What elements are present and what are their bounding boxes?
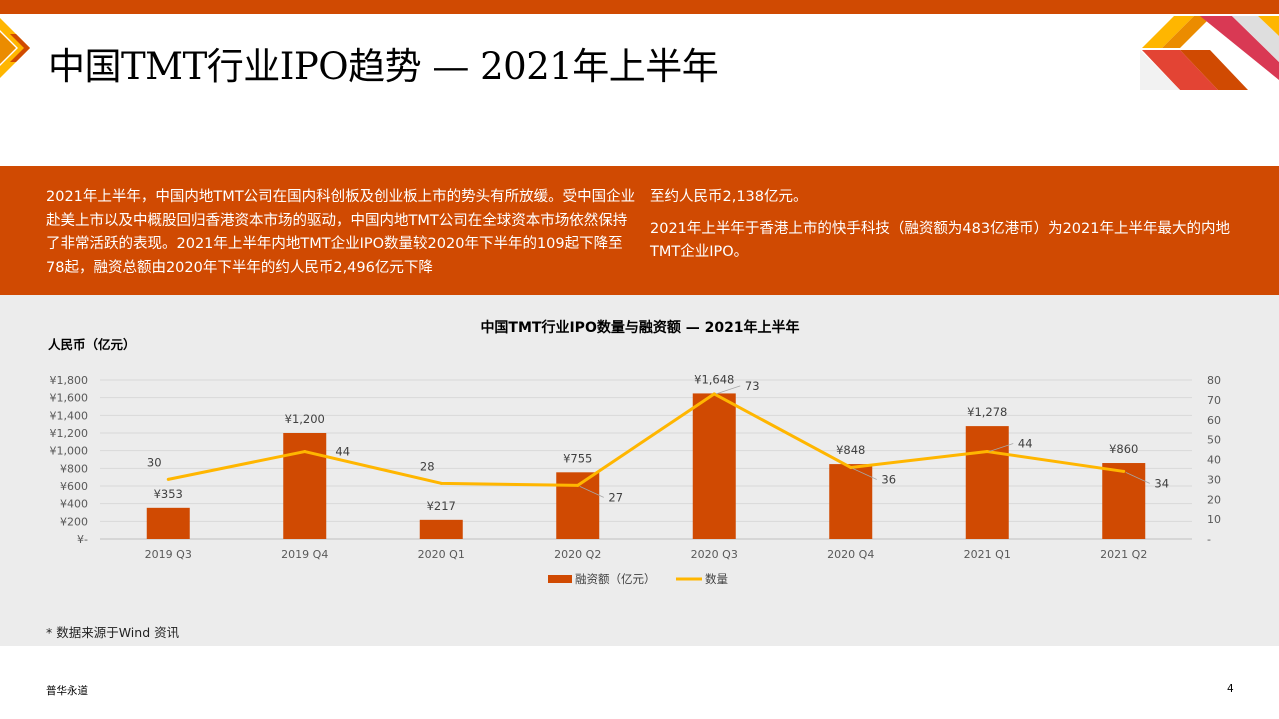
chart-panel: 中国TMT行业IPO数量与融资额 — 2021年上半年 人民币（亿元） ¥353… xyxy=(0,295,1279,646)
right-axis-tick-label: 10 xyxy=(1207,513,1221,526)
right-axis-tick-label: 30 xyxy=(1207,473,1221,486)
line-value-label: 27 xyxy=(608,490,623,504)
left-axis-tick-label: ¥1,400 xyxy=(50,409,89,422)
line-point xyxy=(303,450,307,454)
line-point xyxy=(985,450,989,454)
x-axis-category-label: 2021 Q1 xyxy=(964,548,1011,561)
right-axis-tick-label: 80 xyxy=(1207,374,1221,387)
bar xyxy=(419,519,463,539)
line-point xyxy=(576,483,580,487)
count-line xyxy=(167,392,1124,487)
line-label-leader xyxy=(1125,472,1150,484)
bar-value-label: ¥848 xyxy=(836,443,865,457)
top-accent-bar xyxy=(0,0,1279,14)
source-footnote: * 数据来源于Wind 资讯 xyxy=(46,625,180,640)
line-value-label: 73 xyxy=(745,379,760,393)
line-layer xyxy=(166,392,1126,487)
line-label-leader xyxy=(716,385,741,395)
bar-value-label: ¥1,200 xyxy=(285,412,325,426)
right-axis-tick-label: - xyxy=(1207,533,1211,546)
bar-value-label: ¥755 xyxy=(563,451,592,465)
x-axis-category-label: 2020 Q2 xyxy=(554,548,601,561)
bar xyxy=(829,464,873,539)
bar xyxy=(556,472,600,539)
line-value-label: 30 xyxy=(147,455,162,469)
right-axis-tick-label: 40 xyxy=(1207,454,1221,467)
line-value-label: 36 xyxy=(881,472,896,486)
brand-chevron-left-icon xyxy=(0,18,30,78)
right-axis-tick-label: 60 xyxy=(1207,414,1221,427)
line-label-leader xyxy=(579,485,604,498)
line-value-label: 34 xyxy=(1154,476,1169,490)
right-axis-tick-label: 50 xyxy=(1207,434,1221,447)
page-number: 4 xyxy=(1227,683,1234,695)
bar xyxy=(1102,463,1146,539)
left-axis-tick-label: ¥1,800 xyxy=(50,374,89,387)
legend-bar-swatch xyxy=(548,575,572,583)
legend: 融资额（亿元） 数量 xyxy=(548,572,728,586)
page-title: 中国TMT行业IPO趋势 — 2021年上半年 xyxy=(48,45,719,88)
line-label-leader xyxy=(852,468,877,480)
x-axis-category-label: 2020 Q1 xyxy=(418,548,465,561)
label-layer: ¥353 ¥1,200 ¥217 ¥755 ¥1,648 ¥848 ¥1,278 ¥860 30… xyxy=(147,372,1169,512)
x-axis-category-label: 2021 Q2 xyxy=(1100,548,1147,561)
line-value-label: 44 xyxy=(1018,437,1033,451)
line-point xyxy=(849,465,853,469)
left-axis-tick-label: ¥1,000 xyxy=(50,445,89,458)
intro-text-right: 至约人民币2,138亿元。 2021年上半年于香港上市的快手科技（融资额为483… xyxy=(650,186,1250,265)
brand-chevron-right-icon xyxy=(1140,16,1279,90)
legend-bar-label: 融资额（亿元） xyxy=(575,572,656,586)
line-point xyxy=(712,392,716,396)
left-axis-tick-label: ¥400 xyxy=(60,498,88,511)
chart-title: 中国TMT行业IPO数量与融资额 — 2021年上半年 xyxy=(480,319,799,336)
intro-text-right-2: 2021年上半年于香港上市的快手科技（融资额为483亿港币）为2021年上半年最… xyxy=(650,220,1230,261)
bar-layer xyxy=(146,393,1146,539)
intro-text-left: 2021年上半年，中国内地TMT公司在国内科创板及创业板上市的势头有所放缓。受中… xyxy=(46,189,636,276)
right-axis-tick-label: 70 xyxy=(1207,394,1221,407)
y-axis-label: 人民币（亿元） xyxy=(48,337,136,352)
left-axis-tick-label: ¥800 xyxy=(60,462,88,475)
x-axis-category-label: 2020 Q3 xyxy=(691,548,738,561)
grid-layer xyxy=(100,379,1192,540)
axis-layer: ¥- ¥200 ¥400 ¥600 ¥800 ¥1,000 ¥1,200 ¥1,400 ¥1,6… xyxy=(50,374,1222,561)
x-axis-category-label: 2019 Q4 xyxy=(281,548,328,561)
ipo-combo-chart: 中国TMT行业IPO数量与融资额 — 2021年上半年 人民币（亿元） ¥353… xyxy=(48,319,1222,586)
x-axis-category-label: 2019 Q3 xyxy=(145,548,192,561)
bar xyxy=(146,507,190,539)
x-axis-category-label: 2020 Q4 xyxy=(827,548,874,561)
left-axis-tick-label: ¥- xyxy=(77,533,88,546)
bar xyxy=(692,393,736,539)
bar-value-label: ¥1,648 xyxy=(694,372,734,386)
bar-value-label: ¥217 xyxy=(427,499,456,513)
footer-company: 普华永道 xyxy=(46,685,88,697)
line-value-label: 44 xyxy=(335,445,350,459)
bar-value-label: ¥860 xyxy=(1109,442,1138,456)
legend-line-label: 数量 xyxy=(705,572,728,586)
line-value-label: 28 xyxy=(420,459,435,473)
intro-text-right-1: 至约人民币2,138亿元。 xyxy=(650,189,808,205)
right-axis-tick-label: 20 xyxy=(1207,493,1221,506)
bar-value-label: ¥353 xyxy=(154,487,183,501)
left-axis-tick-label: ¥200 xyxy=(60,515,88,528)
left-axis-tick-label: ¥1,600 xyxy=(50,392,89,405)
left-axis-tick-label: ¥1,200 xyxy=(50,427,89,440)
bar xyxy=(283,433,327,539)
left-axis-tick-label: ¥600 xyxy=(60,480,88,493)
bar-value-label: ¥1,278 xyxy=(967,405,1007,419)
bar xyxy=(965,426,1009,539)
intro-band: 2021年上半年，中国内地TMT公司在国内科创板及创业板上市的势头有所放缓。受中… xyxy=(0,166,1279,295)
line-point xyxy=(166,477,170,481)
line-point xyxy=(1122,469,1126,473)
line-label-leader xyxy=(989,443,1014,452)
line-point xyxy=(439,481,443,485)
